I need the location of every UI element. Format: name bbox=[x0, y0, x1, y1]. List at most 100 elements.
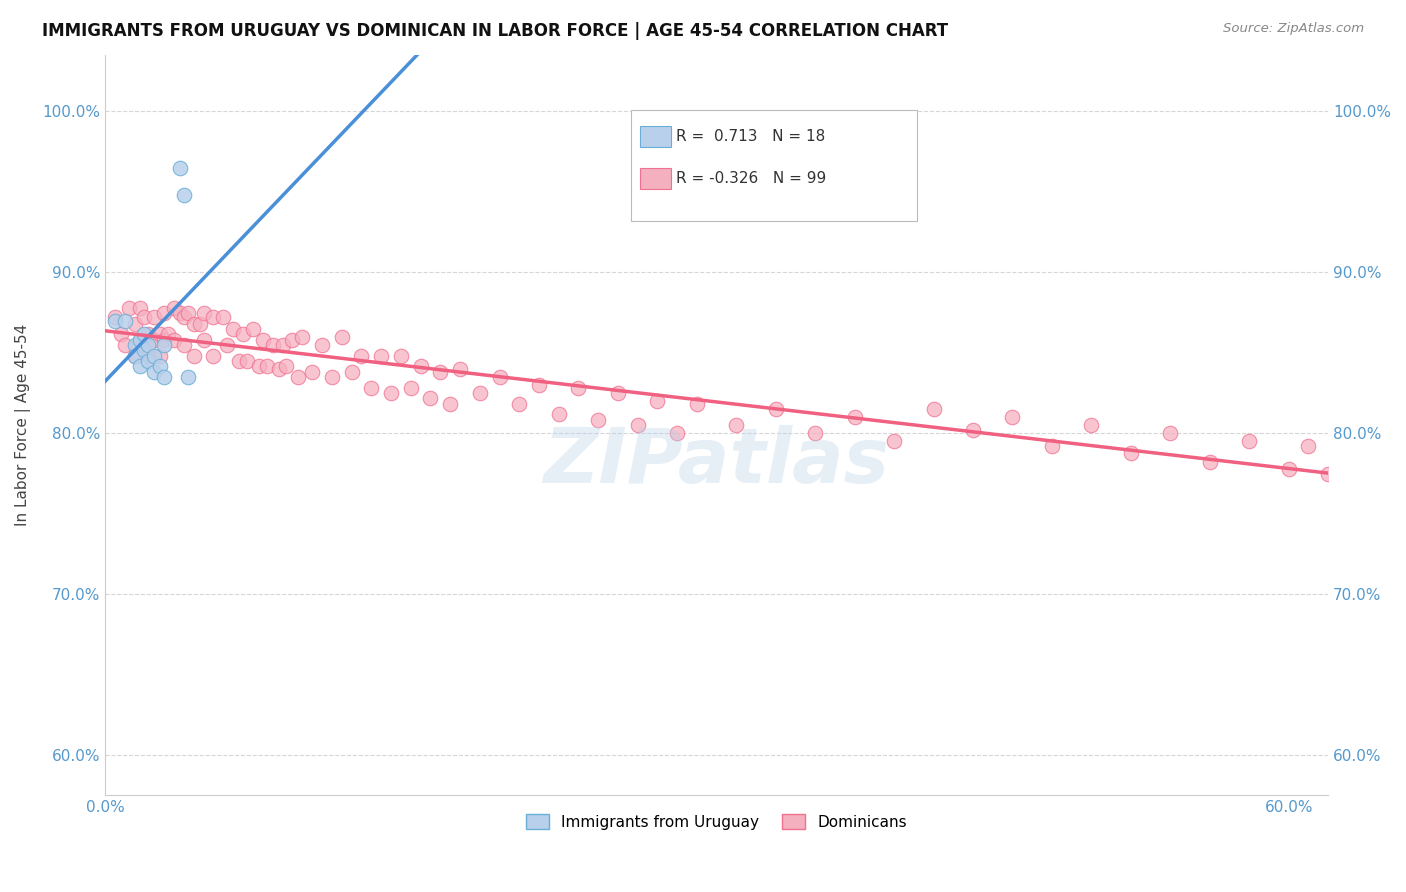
Point bbox=[153, 338, 176, 352]
Point bbox=[173, 310, 195, 325]
Point bbox=[114, 313, 136, 327]
Point bbox=[627, 418, 650, 433]
Text: Source: ZipAtlas.com: Source: ZipAtlas.com bbox=[1223, 22, 1364, 36]
Text: R =  0.713   N = 18: R = 0.713 N = 18 bbox=[676, 129, 825, 145]
Point bbox=[508, 397, 530, 411]
Point bbox=[143, 365, 166, 379]
Point bbox=[389, 349, 412, 363]
Point bbox=[232, 326, 254, 341]
Point bbox=[149, 349, 172, 363]
Point bbox=[1337, 445, 1360, 459]
Point bbox=[276, 359, 298, 373]
Point bbox=[129, 333, 152, 347]
Point bbox=[962, 423, 984, 437]
Point bbox=[129, 359, 152, 373]
Text: IMMIGRANTS FROM URUGUAY VS DOMINICAN IN LABOR FORCE | AGE 45-54 CORRELATION CHAR: IMMIGRANTS FROM URUGUAY VS DOMINICAN IN … bbox=[42, 22, 948, 40]
Point bbox=[149, 359, 172, 373]
Point bbox=[212, 310, 235, 325]
Point bbox=[1357, 471, 1379, 485]
Point bbox=[439, 397, 461, 411]
Point bbox=[217, 338, 239, 352]
Point bbox=[350, 349, 373, 363]
Point bbox=[153, 333, 176, 347]
Text: ZIPatlas: ZIPatlas bbox=[544, 425, 890, 500]
Point bbox=[606, 386, 628, 401]
Point bbox=[202, 310, 225, 325]
Point bbox=[129, 301, 152, 315]
Point bbox=[129, 333, 152, 347]
Point bbox=[267, 362, 290, 376]
Point bbox=[360, 381, 382, 395]
Point bbox=[330, 330, 353, 344]
Point bbox=[725, 418, 748, 433]
Point bbox=[1298, 439, 1320, 453]
Point bbox=[169, 161, 191, 175]
Point bbox=[183, 349, 205, 363]
Point bbox=[228, 354, 250, 368]
Point bbox=[1317, 467, 1340, 481]
Point bbox=[399, 381, 422, 395]
Point bbox=[380, 386, 402, 401]
Point bbox=[1001, 410, 1024, 425]
Point bbox=[271, 338, 294, 352]
Point bbox=[153, 370, 176, 384]
Point bbox=[157, 326, 180, 341]
Point bbox=[236, 354, 259, 368]
Point bbox=[340, 365, 363, 379]
Point bbox=[1376, 450, 1399, 465]
Point bbox=[468, 386, 491, 401]
Point bbox=[143, 333, 166, 347]
Point bbox=[281, 333, 304, 347]
Point bbox=[844, 410, 866, 425]
Point bbox=[256, 359, 278, 373]
Point bbox=[173, 338, 195, 352]
Point bbox=[586, 413, 609, 427]
Point bbox=[169, 305, 191, 319]
Point bbox=[110, 326, 132, 341]
Point bbox=[370, 349, 392, 363]
Point bbox=[242, 322, 264, 336]
Point bbox=[183, 317, 205, 331]
Point bbox=[311, 338, 333, 352]
Point bbox=[134, 310, 156, 325]
Text: R = -0.326   N = 99: R = -0.326 N = 99 bbox=[676, 171, 825, 186]
Point bbox=[193, 333, 215, 347]
Point bbox=[143, 310, 166, 325]
Point bbox=[138, 349, 160, 363]
Point bbox=[193, 305, 215, 319]
Legend: Immigrants from Uruguay, Dominicans: Immigrants from Uruguay, Dominicans bbox=[520, 808, 912, 836]
Point bbox=[922, 402, 945, 417]
Point bbox=[429, 365, 451, 379]
Point bbox=[419, 391, 441, 405]
Point bbox=[666, 426, 689, 441]
Point bbox=[1198, 455, 1220, 469]
Point bbox=[527, 378, 550, 392]
Point bbox=[547, 407, 569, 421]
Point bbox=[222, 322, 245, 336]
Point bbox=[1080, 418, 1102, 433]
Point bbox=[163, 301, 186, 315]
Point bbox=[301, 365, 323, 379]
Point bbox=[252, 333, 274, 347]
Point bbox=[138, 354, 160, 368]
Point bbox=[149, 326, 172, 341]
Point bbox=[1396, 478, 1406, 492]
Point bbox=[488, 370, 510, 384]
Point bbox=[153, 305, 176, 319]
Point bbox=[686, 397, 709, 411]
Point bbox=[143, 349, 166, 363]
Point bbox=[104, 313, 127, 327]
Point bbox=[188, 317, 211, 331]
Point bbox=[173, 188, 195, 202]
Point bbox=[114, 338, 136, 352]
Point bbox=[287, 370, 309, 384]
Point bbox=[409, 359, 432, 373]
Point bbox=[291, 330, 314, 344]
Point bbox=[567, 381, 589, 395]
Point bbox=[124, 349, 146, 363]
Point bbox=[449, 362, 471, 376]
Point bbox=[765, 402, 787, 417]
Point bbox=[177, 370, 200, 384]
Point bbox=[321, 370, 343, 384]
Point bbox=[1040, 439, 1063, 453]
